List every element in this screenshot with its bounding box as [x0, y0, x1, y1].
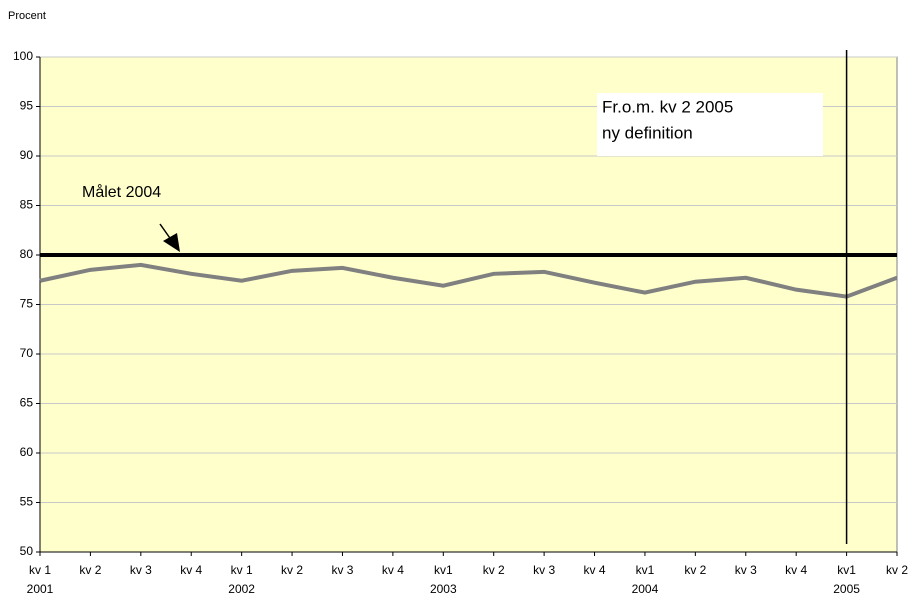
- x-tick-label: kv 4: [382, 563, 404, 577]
- y-tick-label: 90: [20, 148, 34, 162]
- year-label: 2005: [833, 582, 860, 596]
- x-tick-label: kv 1: [29, 563, 51, 577]
- note-box: [597, 93, 823, 156]
- x-tick-label: kv1: [434, 563, 453, 577]
- year-label: 2004: [632, 582, 659, 596]
- x-tick-label: kv 4: [180, 563, 202, 577]
- y-tick-label: 65: [20, 396, 34, 410]
- y-tick-label: 80: [20, 247, 34, 261]
- x-tick-label: kv 2: [79, 563, 101, 577]
- note-text: Fr.o.m. kv 2 2005: [602, 97, 733, 116]
- x-tick-label: kv 3: [735, 563, 757, 577]
- x-tick-label: kv 2: [886, 563, 908, 577]
- arrow-head: [163, 233, 180, 252]
- x-tick-label: kv 3: [533, 563, 555, 577]
- y-axis-label: Procent: [8, 10, 46, 22]
- y-tick-label: 95: [20, 99, 34, 113]
- series-line: [39, 262, 898, 299]
- year-label: 2003: [430, 582, 457, 596]
- year-label: 2002: [228, 582, 255, 596]
- x-tick-label: kv 3: [331, 563, 353, 577]
- y-tick-label: 55: [20, 495, 34, 509]
- x-tick-label: kv 4: [584, 563, 606, 577]
- x-tick-label: kv 2: [684, 563, 706, 577]
- x-tick-label: kv 2: [483, 563, 505, 577]
- y-tick-label: 100: [13, 49, 33, 63]
- x-tick-label: kv 3: [130, 563, 152, 577]
- y-tick-label: 75: [20, 297, 34, 311]
- y-tick-label: 70: [20, 346, 34, 360]
- x-tick-label: kv 4: [785, 563, 807, 577]
- y-tick-label: 85: [20, 198, 34, 212]
- x-tick-label: kv 2: [281, 563, 303, 577]
- x-tick-label: kv1: [837, 563, 856, 577]
- target-label: Målet 2004: [82, 183, 161, 201]
- year-label: 2001: [27, 582, 54, 596]
- x-tick-label: kv1: [636, 563, 655, 577]
- note-text: ny definition: [602, 123, 693, 142]
- y-tick-label: 50: [20, 544, 34, 558]
- y-tick-label: 60: [20, 445, 34, 459]
- x-tick-label: kv 1: [231, 563, 253, 577]
